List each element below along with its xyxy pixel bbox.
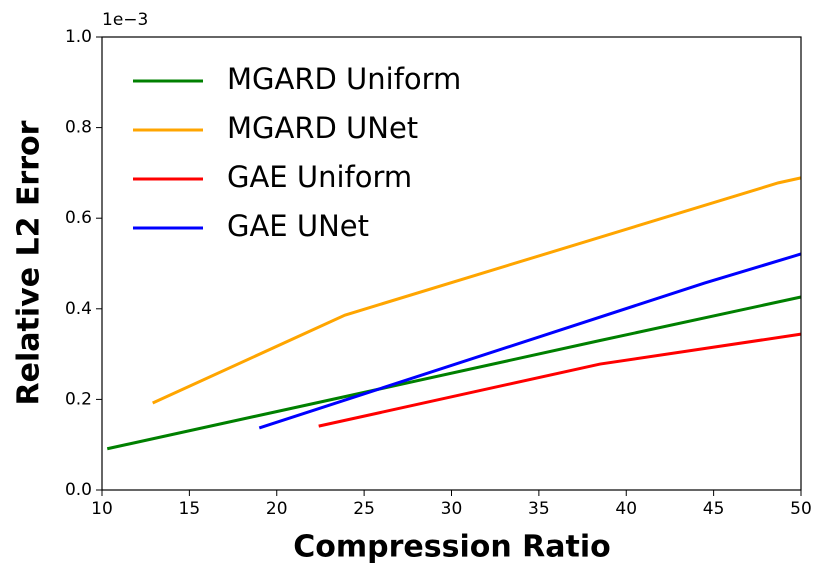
- line: [318, 332, 802, 428]
- y-tick-label: 0.2: [65, 389, 92, 409]
- legend-label: MGARD Uniform: [227, 62, 461, 96]
- x-tick-label: 50: [790, 499, 812, 519]
- legend-label: MGARD UNet: [227, 111, 418, 145]
- y-tick-label: 0.4: [65, 299, 92, 319]
- x-axis-label: Compression Ratio: [293, 530, 611, 565]
- legend-label: GAE Uniform: [227, 160, 412, 194]
- plot-frame: [101, 36, 802, 491]
- x-tick-label: 40: [615, 499, 637, 519]
- y-tick-label: 0.8: [65, 118, 92, 138]
- x-tick-label: 45: [703, 499, 725, 519]
- y-axis-label: Relative L2 Error: [12, 120, 47, 405]
- x-tick-label: 20: [266, 499, 288, 519]
- x-tick-label: 30: [441, 499, 463, 519]
- x-tick-label: 10: [91, 499, 113, 519]
- y-tick-label: 0.6: [65, 208, 92, 228]
- x-tick-label: 35: [528, 499, 550, 519]
- line: [258, 252, 802, 430]
- x-tick-label: 25: [353, 499, 375, 519]
- y-tick-label: 0.0: [65, 480, 92, 500]
- y-offset-label: 1e−3: [102, 10, 148, 30]
- y-tick-label: 1.0: [65, 27, 92, 47]
- x-tick-label: 15: [179, 499, 201, 519]
- legend-label: GAE UNet: [227, 209, 369, 243]
- line: [152, 176, 802, 405]
- line: [106, 295, 802, 451]
